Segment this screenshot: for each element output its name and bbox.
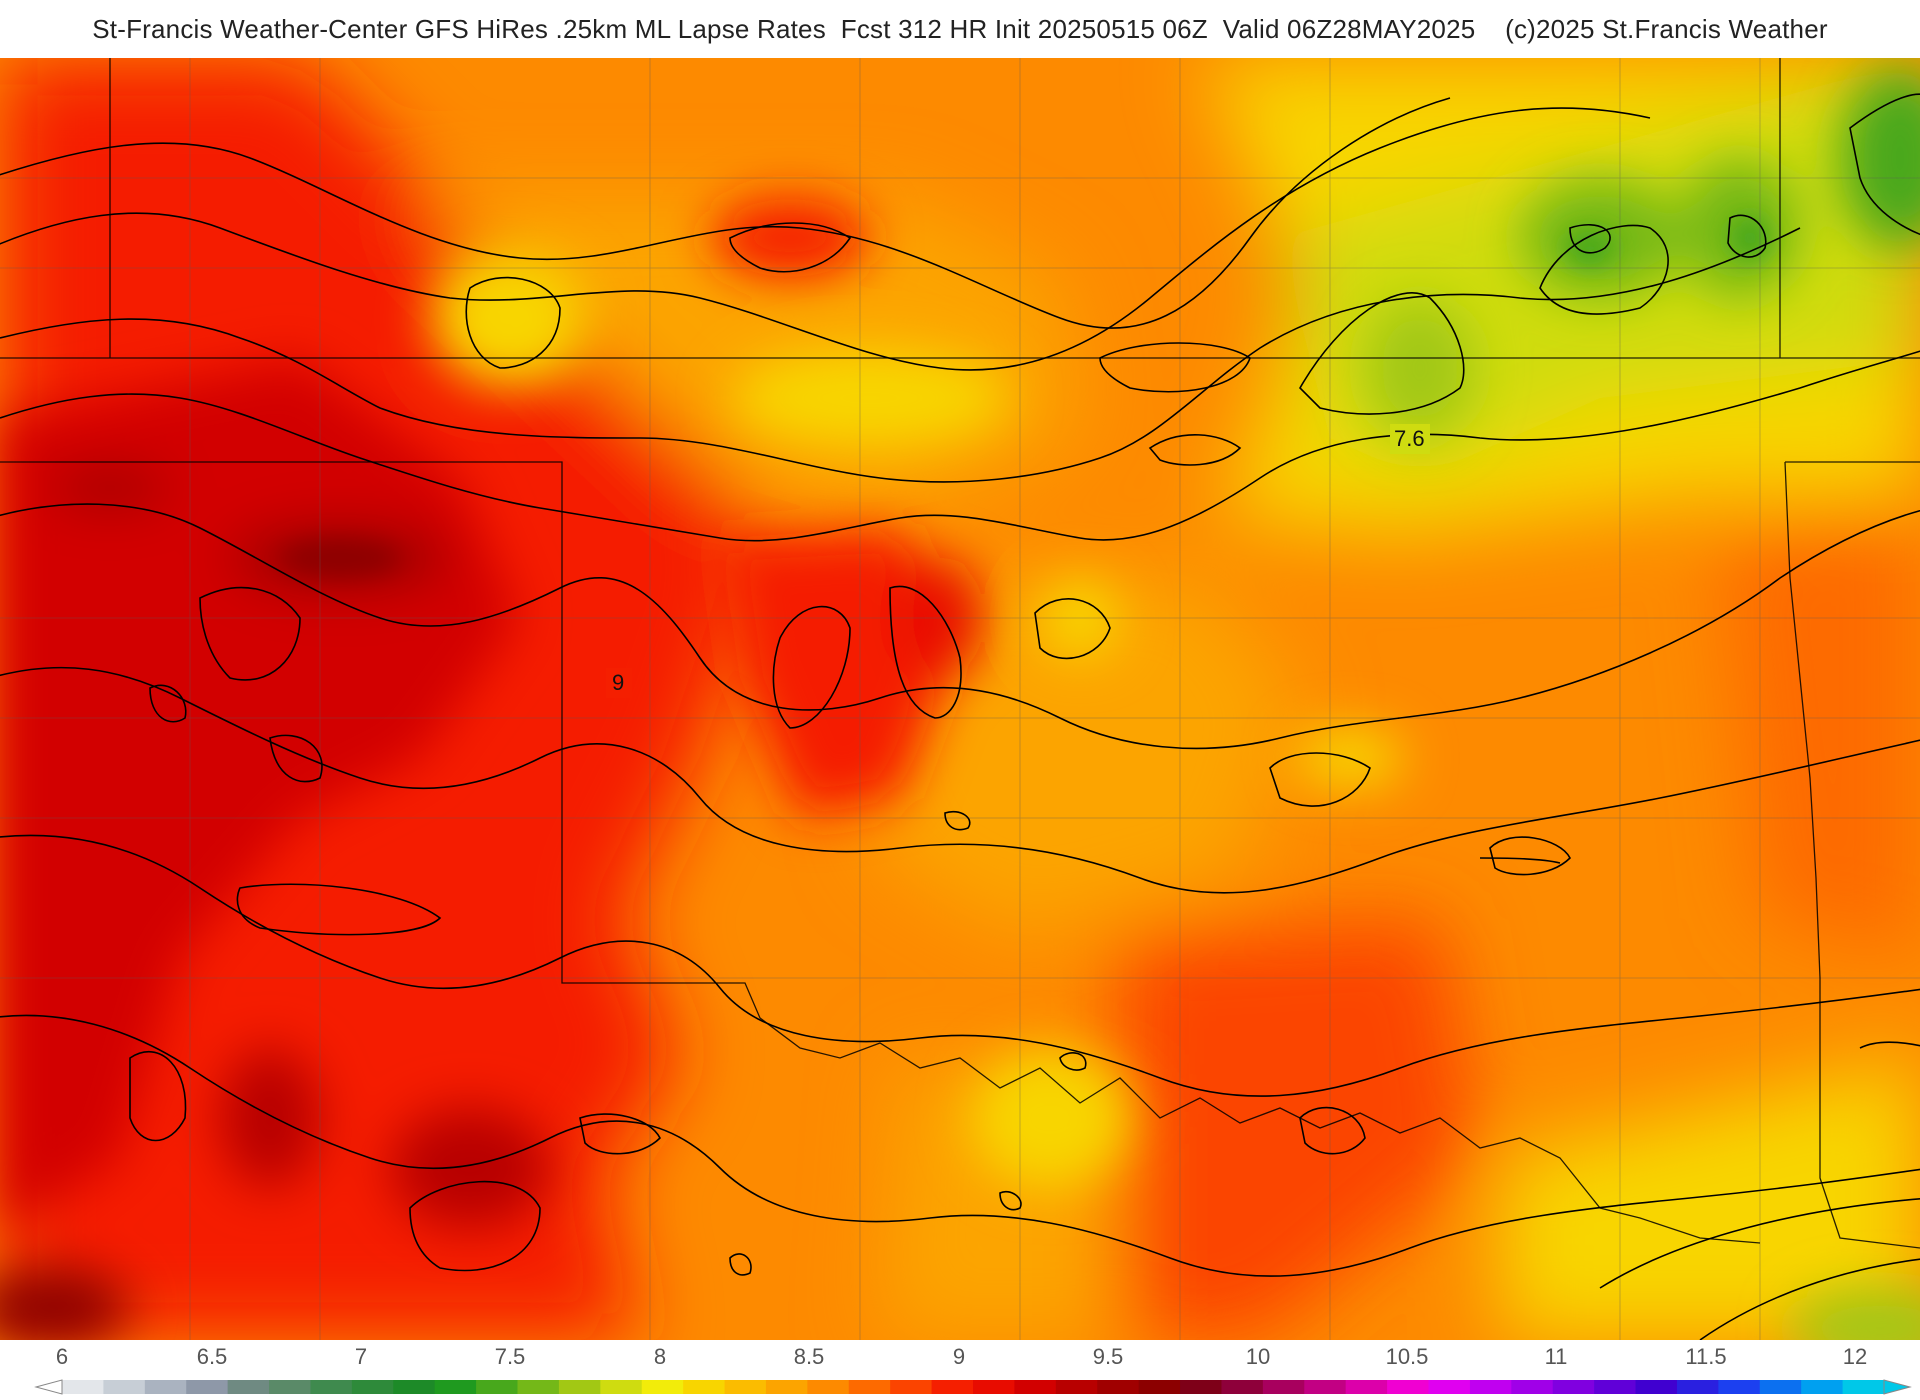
colorbar-swatch <box>1345 1380 1388 1394</box>
colorbar-swatch <box>683 1380 726 1394</box>
colorbar-swatch <box>1097 1380 1140 1394</box>
lapse-rate-map: 9 7.6 <box>0 58 1920 1340</box>
colorbar-tick: 10 <box>1246 1344 1270 1369</box>
contour-label-9: 9 <box>612 670 624 695</box>
map-title: St-Francis Weather-Center GFS HiRes .25k… <box>92 14 1828 44</box>
colorbar-swatch <box>848 1380 891 1394</box>
colorbar-tick: 7.5 <box>495 1344 526 1369</box>
colorbar-swatch <box>434 1380 477 1394</box>
colorbar-swatch <box>1138 1380 1181 1394</box>
colorbar-swatch <box>1221 1380 1264 1394</box>
colorbar-swatch <box>103 1380 146 1394</box>
colorbar-swatch <box>269 1380 311 1394</box>
colorbar-swatch <box>1055 1380 1098 1394</box>
colorbar-swatch <box>1801 1380 1844 1394</box>
colorbar-swatch <box>310 1380 353 1394</box>
contour-lines <box>0 93 1920 1340</box>
colorbar-swatch <box>1511 1380 1554 1394</box>
colorbar-swatch <box>1718 1380 1761 1394</box>
colorbar-swatch <box>186 1380 229 1394</box>
colorbar-tick: 10.5 <box>1386 1344 1429 1369</box>
colorbar-swatch <box>1842 1380 1885 1394</box>
colorbar-swatches <box>62 1380 1885 1394</box>
colorbar-tick: 8 <box>654 1344 666 1369</box>
colorbar-ticks: 6 6.5 7 7.5 8 8.5 9 9.5 10 10.5 11 11.5 … <box>56 1344 1867 1369</box>
boundaries <box>0 58 1920 1340</box>
colorbar-swatch <box>558 1380 601 1394</box>
colorbar-min-arrow <box>34 1379 63 1395</box>
colorbar-swatch <box>600 1380 643 1394</box>
colorbar-swatch <box>931 1380 974 1394</box>
colorbar-swatch <box>351 1380 394 1394</box>
colorbar-tick: 6.5 <box>197 1344 228 1369</box>
colorbar-tick: 11 <box>1545 1344 1568 1369</box>
colorbar-swatch <box>227 1380 270 1394</box>
colorbar-tick: 7 <box>355 1344 367 1369</box>
colorbar-swatch <box>1387 1380 1429 1394</box>
colorbar-swatch <box>724 1380 767 1394</box>
colorbar-swatch <box>973 1380 1015 1394</box>
colorbar-swatch <box>1014 1380 1057 1394</box>
colorbar-tick: 9 <box>953 1344 965 1369</box>
colorbar-swatch <box>641 1380 684 1394</box>
colorbar-tick: 9.5 <box>1093 1344 1124 1369</box>
colorbar-tick: 8.5 <box>794 1344 825 1369</box>
colorbar-swatch <box>1594 1380 1637 1394</box>
colorbar-swatch <box>476 1380 518 1394</box>
colorbar-swatch <box>1676 1380 1719 1394</box>
colorbar-swatch <box>62 1380 104 1394</box>
colorbar-swatch <box>1469 1380 1512 1394</box>
colorbar-swatch <box>765 1380 808 1394</box>
contour-labels: 9 7.6 <box>606 424 1430 698</box>
colorbar-swatch <box>144 1380 187 1394</box>
shaded-field <box>0 58 1920 1340</box>
colorbar-swatch <box>807 1380 850 1394</box>
colorbar-tick: 6 <box>56 1344 68 1369</box>
colorbar-swatch <box>1180 1380 1222 1394</box>
colorbar-max-arrow <box>1883 1379 1912 1395</box>
colorbar-swatch <box>1304 1380 1347 1394</box>
colorbar-swatch <box>393 1380 436 1394</box>
colorbar-swatch <box>517 1380 560 1394</box>
colorbar-swatch <box>890 1380 933 1394</box>
colorbar: 6 6.5 7 7.5 8 8.5 9 9.5 10 10.5 11 11.5 … <box>34 1344 1912 1395</box>
colorbar-swatch <box>1635 1380 1678 1394</box>
colorbar-swatch <box>1428 1380 1471 1394</box>
colorbar-swatch <box>1552 1380 1595 1394</box>
colorbar-swatch <box>1262 1380 1305 1394</box>
colorbar-tick: 12 <box>1843 1344 1867 1369</box>
colorbar-swatch <box>1759 1380 1802 1394</box>
contour-label-7.6: 7.6 <box>1394 426 1425 451</box>
colorbar-tick: 11.5 <box>1685 1344 1726 1369</box>
